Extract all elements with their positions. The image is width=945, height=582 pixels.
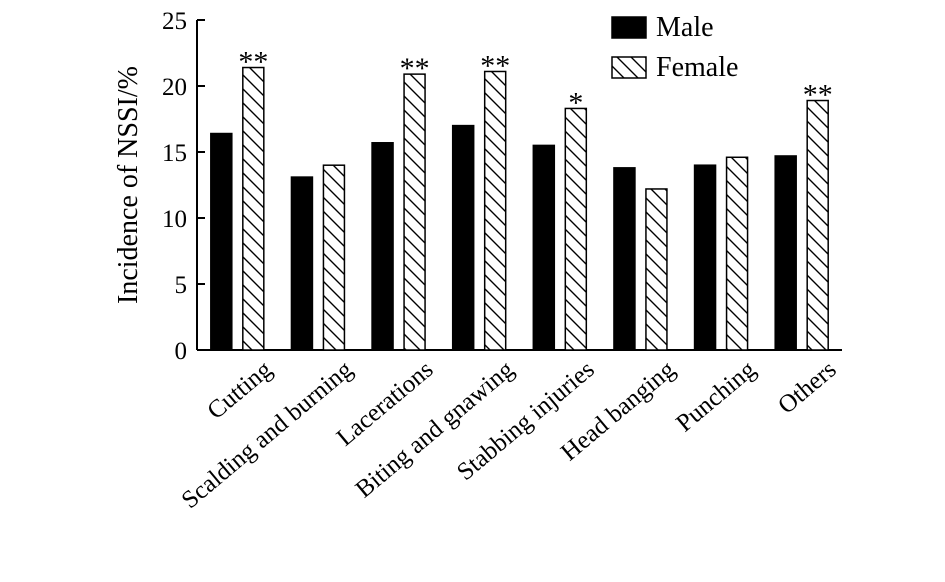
bar-male-7 [774,155,797,351]
y-tick-label: 20 [162,74,187,101]
bar-male-6 [693,164,717,351]
bar-male-4 [532,144,556,351]
bar-male-0 [210,132,233,351]
significance-marker: ** [238,46,268,79]
y-tick-label: 0 [175,338,188,365]
legend: Male Female [611,12,738,83]
legend-swatch-male [611,16,647,39]
tick-labels: 0 5 10 15 20 25 Incidence of NSSI/% [113,8,187,365]
bar-male-3 [451,124,475,351]
y-tick-label: 10 [162,206,187,233]
bar-female-7 [806,99,829,351]
category-label: Others [773,356,841,420]
y-axis-title: Incidence of NSSI/% [113,66,144,304]
bar-female-6 [725,156,749,351]
category-label: Punching [671,356,761,438]
category-label: Cutting [202,356,277,425]
bar-female-4 [564,107,588,351]
bar-male-2 [371,142,394,351]
significance-marker: * [568,86,583,119]
legend-label-male: Male [656,12,714,43]
bars [210,66,829,351]
legend-label-female: Female [656,52,738,83]
bar-female-5 [645,188,668,351]
bar-female-0 [242,66,265,351]
y-tick-label: 25 [162,8,187,35]
bar-male-1 [290,176,314,351]
bar-male-5 [613,167,636,351]
y-tick-label: 15 [162,140,187,167]
bar-female-3 [483,70,507,351]
significance-marker: ** [400,52,430,85]
bar-female-2 [403,73,426,351]
legend-swatch-female [611,56,647,79]
y-tick-label: 5 [175,272,188,299]
significance-annotations: ** ** *** ** [238,46,832,120]
significance-marker: ** [803,79,833,112]
significance-marker: ** [480,49,510,82]
category-label: Stabbing injuries [452,356,600,486]
bar-female-1 [322,164,346,351]
